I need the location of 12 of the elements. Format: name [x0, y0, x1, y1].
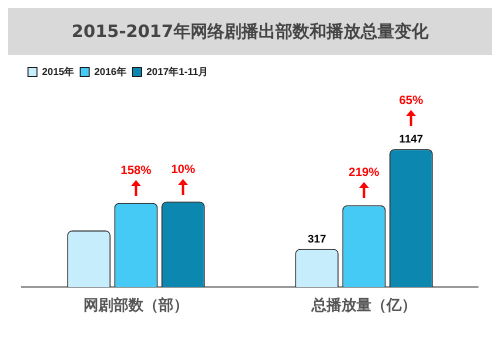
- x-tick-label: 总播放量（亿）: [310, 296, 416, 314]
- legend-label: 2017年1-11月: [146, 66, 208, 78]
- text: 65%: [398, 93, 424, 108]
- annotation: 10%: [170, 162, 196, 176]
- data-label: 1147: [399, 134, 424, 146]
- data-label: 317: [308, 233, 326, 246]
- x-tick-label: 网剧部数（部）: [84, 296, 188, 314]
- annotation: 158%: [120, 162, 152, 177]
- legend-label: 2016年: [94, 66, 126, 78]
- annotation: 219%: [348, 165, 380, 180]
- legend-label: 2015年: [42, 66, 74, 78]
- chart-title: 2015-2017年网络剧播出部数和播放总量变化: [8, 8, 492, 55]
